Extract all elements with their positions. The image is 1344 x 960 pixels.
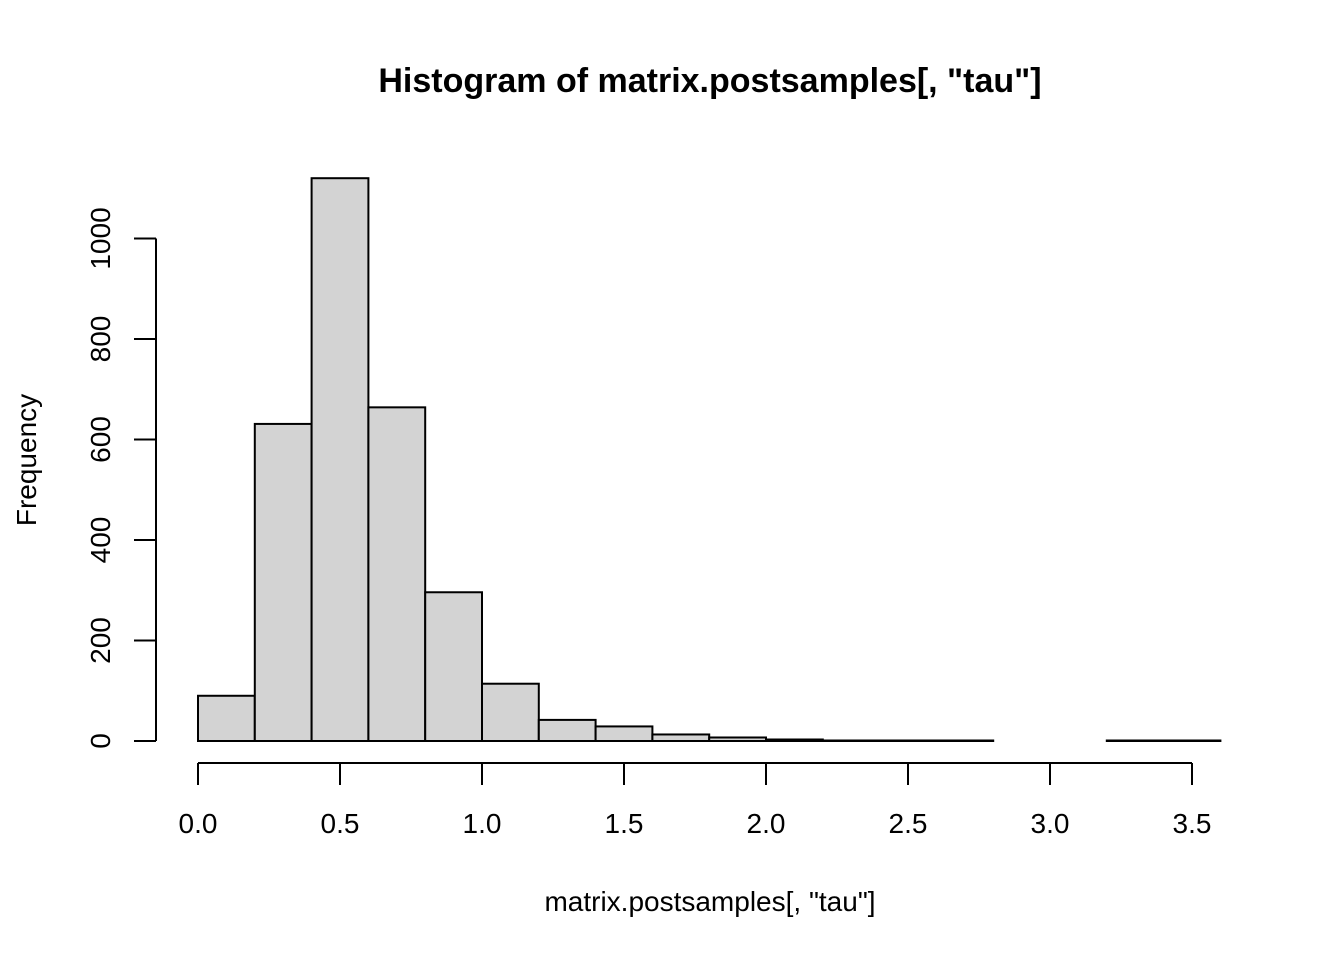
histogram-bar [424, 591, 484, 743]
histogram-bar [651, 733, 711, 743]
histogram-bar [367, 406, 427, 742]
y-tick-label: 0 [85, 733, 116, 749]
y-tick-label: 600 [85, 416, 116, 463]
histogram-bar [594, 725, 654, 742]
chart-title: Histogram of matrix.postsamples[, "tau"] [378, 62, 1041, 100]
x-tick-label: 0.0 [179, 808, 218, 839]
histogram-bar [310, 177, 370, 742]
histogram-bar [1105, 739, 1165, 742]
histogram-bar [878, 739, 938, 742]
x-tick-label: 0.5 [321, 808, 360, 839]
histogram-bar [253, 422, 313, 742]
x-tick-label: 2.5 [889, 808, 928, 839]
histogram-bar [765, 738, 824, 742]
y-axis: 0 200 400 600 800 1000 [85, 207, 157, 749]
histogram-bar [537, 718, 597, 743]
histogram-bar [481, 682, 540, 743]
histogram-bar [708, 736, 768, 742]
bars-group [197, 177, 1222, 743]
y-tick-label: 1000 [85, 207, 116, 269]
x-tick-label: 2.0 [747, 808, 786, 839]
y-tick-label: 400 [85, 517, 116, 564]
histogram-bar [1162, 739, 1222, 742]
y-tick-label: 800 [85, 316, 116, 363]
histogram-bar [821, 739, 881, 742]
x-tick-label: 3.5 [1173, 808, 1212, 839]
y-axis-label: Frequency [11, 394, 42, 526]
x-tick-label: 1.0 [463, 808, 502, 839]
x-axis-label: matrix.postsamples[, "tau"] [544, 886, 875, 917]
y-tick-label: 200 [85, 617, 116, 664]
x-tick-label: 3.0 [1031, 808, 1070, 839]
x-axis: 0.0 0.5 1.0 1.5 2.0 2.5 3.0 3.5 [179, 762, 1212, 839]
x-tick-label: 1.5 [605, 808, 644, 839]
histogram-bar [197, 694, 256, 743]
histogram-bar [935, 739, 995, 742]
